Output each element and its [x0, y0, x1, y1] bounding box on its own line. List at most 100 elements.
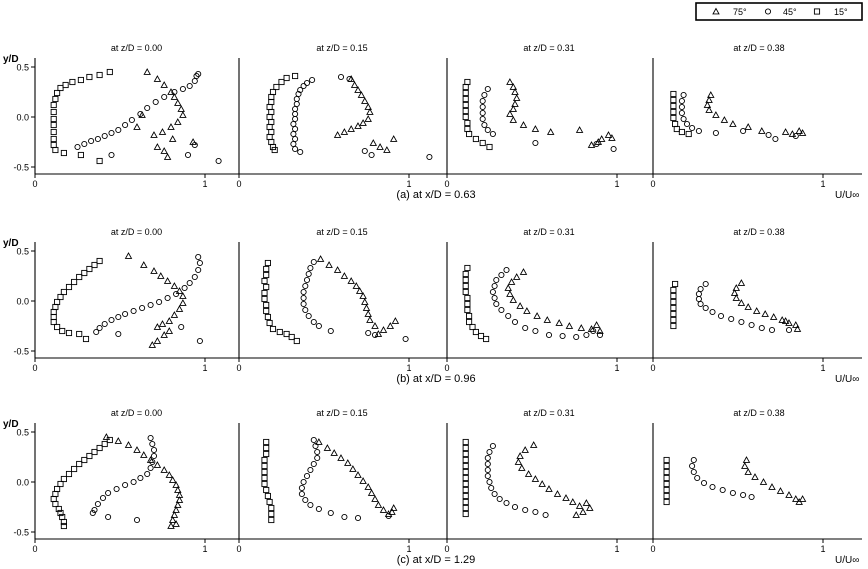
- data-point-triangle: [153, 323, 162, 330]
- x-tick-label: 1: [614, 544, 619, 554]
- x-tick-label: 0: [650, 544, 655, 554]
- data-point-square: [96, 157, 103, 165]
- data-point-triangle: [174, 99, 182, 106]
- data-point-circle: [738, 318, 745, 326]
- data-point-square: [464, 78, 471, 86]
- data-point-square: [462, 288, 469, 296]
- data-point-square: [96, 257, 103, 265]
- x-tick-label: 1: [406, 363, 411, 373]
- data-point-square: [271, 146, 278, 154]
- y-tick-label: -0.5: [13, 528, 29, 538]
- data-point-square: [96, 71, 103, 79]
- data-point-triangle: [562, 494, 570, 501]
- data-point-circle: [115, 126, 122, 134]
- data-point-square: [292, 72, 299, 80]
- data-point-circle: [484, 126, 491, 134]
- data-point-triangle: [170, 311, 179, 318]
- data-point-triangle: [140, 261, 148, 268]
- data-point-triangle: [138, 111, 146, 118]
- data-point-circle: [314, 454, 321, 462]
- data-point-square: [673, 125, 680, 133]
- data-point-square: [663, 480, 670, 488]
- data-point-circle: [91, 506, 98, 514]
- data-point-square: [462, 113, 469, 121]
- data-point-circle: [122, 481, 129, 489]
- data-point-triangle: [388, 508, 396, 515]
- data-point-square: [81, 456, 88, 464]
- data-point-square: [269, 325, 277, 333]
- data-point-square: [261, 468, 268, 476]
- data-point-square: [670, 310, 677, 318]
- data-point-circle: [295, 90, 302, 98]
- data-point-triangle: [577, 324, 586, 331]
- data-point-square: [60, 288, 67, 296]
- data-point-square: [464, 264, 471, 272]
- data-point-triangle: [355, 287, 364, 294]
- data-point-triangle: [174, 501, 182, 508]
- data-point-circle: [479, 109, 486, 117]
- panel-title: at z/D = 0.00: [111, 43, 162, 53]
- data-point-circle: [181, 284, 188, 292]
- data-point-square: [670, 286, 677, 294]
- data-point-circle: [314, 448, 321, 456]
- panel-grid: y/D0.50.0-0.50 1at z/D = 0.000 1at z/D = 0…: [3, 43, 862, 566]
- data-point-square: [261, 277, 268, 285]
- data-point-circle: [300, 294, 307, 302]
- data-point-square: [268, 128, 275, 136]
- data-point-circle: [302, 306, 309, 314]
- data-point-triangle: [354, 122, 362, 129]
- data-point-square: [50, 128, 57, 136]
- data-point-square: [268, 118, 275, 126]
- x-tick-label: 1: [820, 179, 825, 189]
- data-point-circle: [491, 282, 498, 290]
- panel: 0 1 at z/D = 0.15: [236, 227, 411, 373]
- x-tick-label: 1: [202, 544, 207, 554]
- data-point-triangle: [521, 446, 529, 453]
- data-point-triangle: [172, 481, 180, 488]
- data-point-circle: [300, 300, 307, 308]
- data-point-circle: [610, 145, 617, 153]
- data-point-square: [462, 492, 469, 500]
- data-point-circle: [191, 273, 198, 281]
- data-point-circle: [108, 151, 115, 159]
- data-point-circle: [702, 280, 709, 288]
- data-point-square: [462, 504, 469, 512]
- data-point-circle: [101, 132, 108, 140]
- panel-title: at z/D = 0.00: [111, 408, 162, 418]
- data-point-circle: [486, 478, 493, 486]
- x-tick-label: 1: [406, 179, 411, 189]
- data-point-circle: [479, 115, 486, 123]
- data-point-triangle: [546, 128, 555, 135]
- data-point-circle: [186, 82, 193, 90]
- data-point-square: [57, 84, 64, 92]
- data-point-triangle: [330, 449, 338, 456]
- data-point-square: [76, 460, 83, 468]
- x-tick-label: 1: [820, 544, 825, 554]
- data-point-triangle: [798, 129, 807, 136]
- data-point-square: [263, 283, 270, 291]
- data-point-circle: [137, 474, 144, 482]
- data-point-triangle: [543, 316, 552, 323]
- data-point-triangle: [362, 304, 371, 311]
- data-point-circle: [307, 501, 314, 509]
- x-tick-label: 1: [202, 179, 207, 189]
- data-point-square: [57, 293, 64, 301]
- data-point-triangle: [148, 341, 157, 348]
- data-point-square: [472, 328, 479, 336]
- data-point-circle: [307, 466, 314, 474]
- data-point-circle: [493, 276, 500, 284]
- data-point-circle: [292, 125, 299, 133]
- data-point-square: [50, 121, 57, 129]
- data-point-square: [462, 276, 469, 284]
- data-point-triangle: [752, 307, 761, 314]
- data-point-circle: [700, 479, 708, 487]
- data-point-triangle: [168, 135, 177, 142]
- data-point-triangle: [587, 141, 596, 148]
- row-caption: (c) at x/D = 1.29: [397, 554, 476, 566]
- data-point-triangle: [140, 451, 148, 458]
- data-point-square: [663, 456, 670, 464]
- data-point-circle: [128, 116, 135, 124]
- data-point-square: [59, 327, 66, 335]
- data-point-triangle: [533, 312, 541, 319]
- data-point-triangle: [170, 282, 179, 289]
